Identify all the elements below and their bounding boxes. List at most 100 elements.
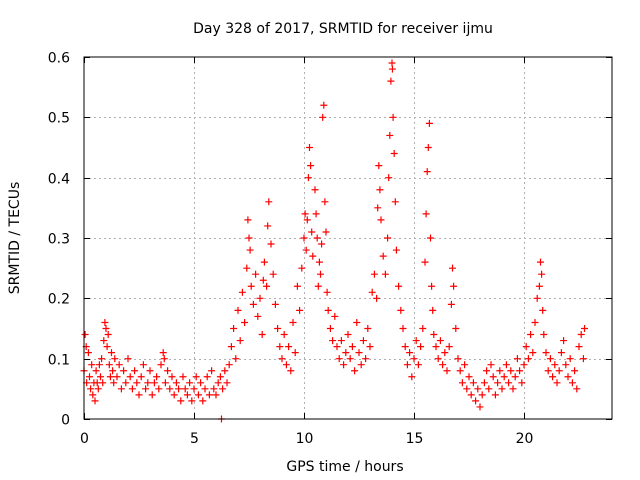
data-point [319,113,327,121]
data-point [289,318,297,326]
y-tick-label: 0 [61,413,70,429]
data-point [387,77,395,85]
data-point [221,367,229,375]
data-point [225,361,233,369]
data-point [351,367,359,375]
data-point [581,325,588,332]
data-point [498,385,506,393]
data-point [429,306,437,314]
data-point [430,331,438,339]
data-point [414,361,422,369]
data-point [210,385,218,393]
data-point [183,391,191,399]
data-point [346,355,354,363]
data-point [238,288,246,296]
data-point [309,252,317,260]
data-point [300,234,308,242]
data-point [301,210,309,218]
data-point [390,150,398,158]
data-point [236,337,244,345]
data-point [427,234,434,242]
data-point [212,391,220,399]
data-point [139,361,147,369]
data-point [385,174,393,182]
data-point [155,385,163,393]
data-point [302,246,310,254]
y-tick-label: 0.2 [48,292,70,308]
data-point [401,343,409,351]
data-point [259,276,267,284]
data-point [376,186,384,194]
data-point [312,210,320,218]
data-point [469,379,477,387]
data-point [194,391,202,399]
data-point [389,113,397,121]
data-point [364,325,372,332]
data-point [379,252,387,260]
data-point [513,355,521,363]
data-point [419,325,427,332]
x-tick-label: 0 [80,431,89,447]
data-point [122,379,130,387]
data-point [458,379,466,387]
data-point [539,306,547,314]
data-point [124,355,132,363]
data-point [291,349,299,357]
data-point [406,349,414,357]
x-tick-label: 10 [296,431,314,447]
data-point [307,162,315,170]
data-point [99,379,107,387]
data-point [324,306,332,314]
data-point [456,367,464,375]
data-point [168,373,176,381]
data-point [553,379,561,387]
data-point [494,379,502,387]
data-point [546,355,554,363]
data-point [434,355,442,363]
data-point [113,373,121,381]
data-point [366,343,374,351]
data-point [98,355,106,363]
data-point [483,367,491,375]
data-point [278,355,286,363]
data-point [287,367,295,375]
data-point [337,337,345,345]
data-point [172,379,180,387]
data-point [573,385,581,393]
data-point [102,325,110,332]
data-point [271,300,279,308]
data-point [474,385,482,393]
data-point [223,379,231,387]
data-point [81,331,89,339]
data-point [164,367,172,375]
data-point [511,373,519,381]
data-point [92,367,100,375]
data-point [311,186,319,194]
data-point [103,343,111,351]
data-point [386,131,394,139]
data-point [557,349,565,357]
data-point [100,337,108,345]
data-point [391,198,399,206]
data-point [417,343,425,351]
data-point [181,385,189,393]
data-point [428,282,436,290]
data-point [135,391,143,399]
data-point [150,379,158,387]
data-point [192,373,200,381]
data-point [487,361,495,369]
data-point [108,349,115,357]
data-point [131,367,139,375]
data-point [362,355,370,363]
data-point [303,216,311,224]
chart-title: Day 328 of 2017, SRMTID for receiver ijm… [193,21,493,37]
data-point [267,240,275,248]
data-point [381,270,389,278]
data-point [331,312,339,320]
data-point [315,258,323,266]
data-point [137,373,145,381]
data-point [318,240,326,248]
data-point [467,391,475,399]
